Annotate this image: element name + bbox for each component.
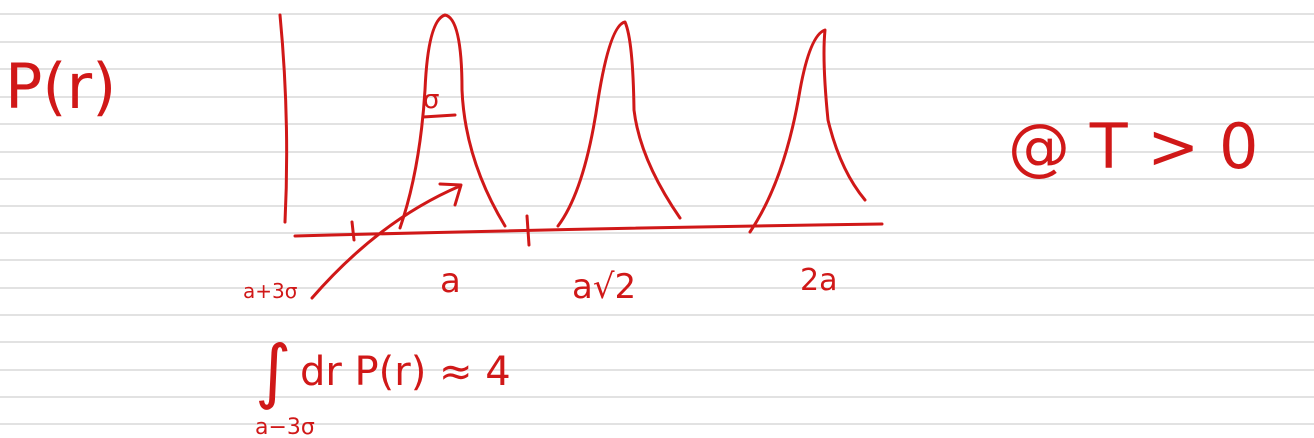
sketch <box>280 15 882 298</box>
lower-limit: a−3σ <box>255 415 315 438</box>
vertical-axis <box>280 15 287 222</box>
tick-lower <box>352 222 354 240</box>
note-page: P(r) σ a a√2 2a a+3σ ∫ dr P(r) ≈ 4 a−3σ … <box>0 0 1314 438</box>
y-label: P(r) <box>5 50 116 123</box>
upper-limit: a+3σ <box>243 279 298 303</box>
integral-sign: ∫ <box>255 330 291 412</box>
ruled-lines <box>0 14 1314 424</box>
peak-label: a <box>440 261 461 301</box>
peak-label: a√2 <box>572 267 636 307</box>
sigma-underline <box>423 115 455 117</box>
integral-expression: dr P(r) ≈ 4 <box>300 349 511 395</box>
width-label: σ <box>423 85 439 115</box>
condition: @ T > 0 <box>1008 110 1258 183</box>
peak-a <box>400 15 505 228</box>
peak-label: 2a <box>800 263 837 298</box>
tick-upper <box>527 216 529 245</box>
peak-2a <box>750 30 865 232</box>
arrow <box>312 184 461 298</box>
